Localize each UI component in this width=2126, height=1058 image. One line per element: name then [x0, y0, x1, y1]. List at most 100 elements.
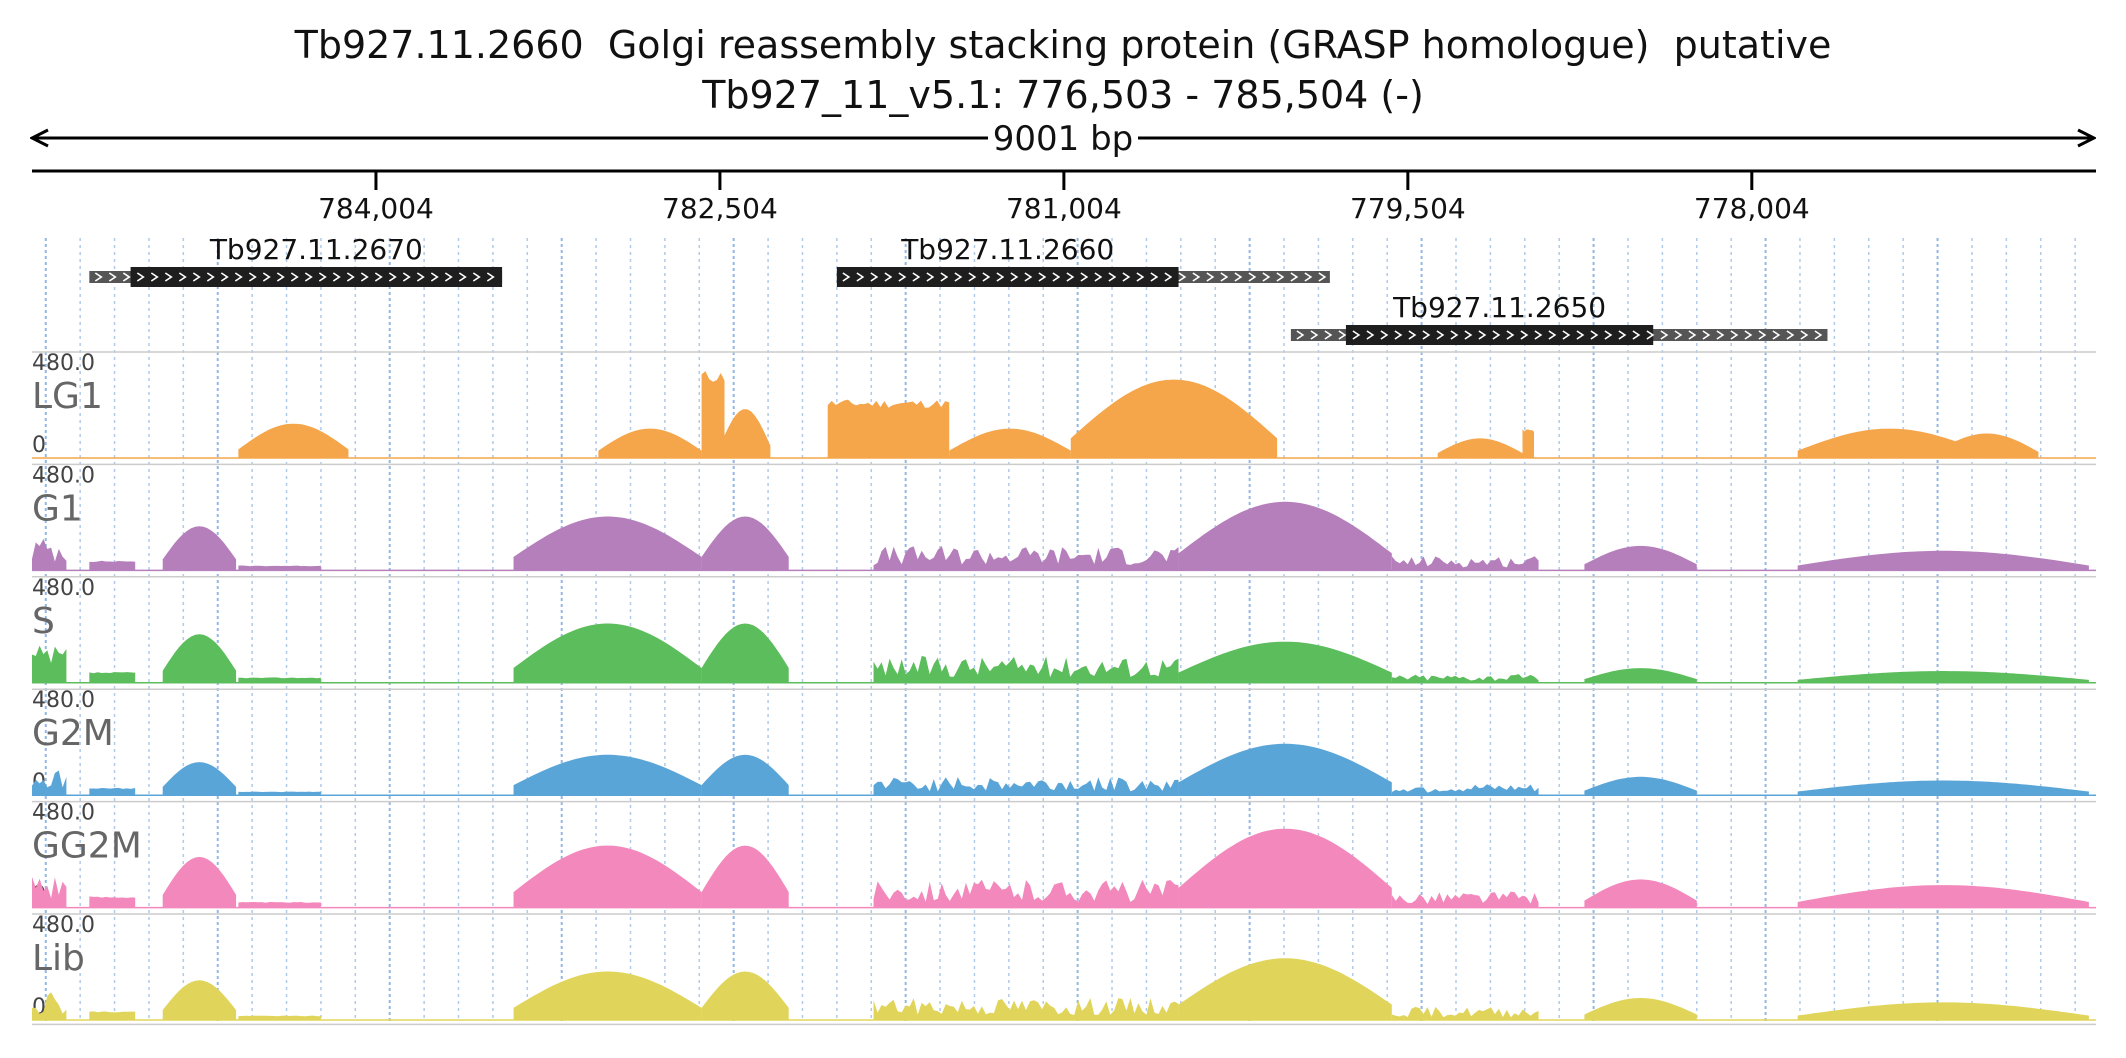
strand-chevron: [1422, 330, 1431, 340]
strand-chevron: [884, 272, 893, 282]
strand-chevron: [1506, 330, 1515, 340]
coverage-area: [89, 896, 136, 908]
strand-chevron: [1038, 272, 1047, 282]
strand-chevron: [898, 272, 907, 282]
gene-Tb927.11.2660[interactable]: Tb927.11.2660: [836, 233, 1330, 287]
strand-chevron: [1408, 330, 1417, 340]
locus-label: Tb927_11_v5.1: 776,503 - 785,504 (-): [702, 73, 1424, 117]
coverage-area: [1391, 784, 1539, 796]
track-name: GG2M: [32, 826, 142, 867]
strand-chevron: [290, 272, 299, 282]
strand-chevron: [856, 272, 865, 282]
strand-chevron: [1772, 330, 1781, 340]
strand-chevron: [1192, 272, 1201, 282]
strand-chevron: [206, 272, 215, 282]
strand-chevron: [458, 272, 467, 282]
coverage-area: [32, 645, 67, 683]
strand-chevron: [164, 272, 173, 282]
coverage-area: [162, 526, 237, 571]
strand-chevron: [1024, 272, 1033, 282]
coverage-area: [89, 787, 136, 796]
coverage-area: [32, 770, 67, 796]
strand-chevron: [1702, 330, 1711, 340]
coverage-area: [701, 754, 789, 796]
coverage-area: [238, 677, 321, 683]
strand-chevron: [150, 272, 159, 282]
strand-chevron: [346, 272, 355, 282]
strand-chevron: [1394, 330, 1403, 340]
strand-chevron: [1352, 330, 1361, 340]
tick-label: 782,504: [662, 192, 778, 225]
strand-chevron: [1744, 330, 1753, 340]
strand-chevron: [1324, 330, 1333, 340]
coverage-area: [1797, 1002, 2089, 1020]
track-max-label: 480.0: [32, 688, 95, 713]
coverage-area: [873, 777, 1179, 796]
strand-chevron: [332, 272, 341, 282]
strand-chevron: [1052, 272, 1061, 282]
strand-chevron: [1178, 272, 1187, 282]
coverage-area: [162, 856, 237, 908]
coverage-area: [1584, 668, 1697, 683]
strand-chevron: [486, 272, 495, 282]
strand-chevron: [1716, 330, 1725, 340]
strand-chevron: [178, 272, 187, 282]
tick-label: 781,004: [1006, 192, 1122, 225]
strand-chevron: [1094, 272, 1103, 282]
coverage-area: [719, 409, 771, 458]
coverage-area: [1584, 998, 1697, 1020]
strand-chevron: [1632, 330, 1641, 340]
coverage-area: [701, 623, 789, 683]
coverage-area: [598, 428, 702, 458]
strand-chevron: [1730, 330, 1739, 340]
track-name: Lib: [32, 938, 85, 979]
strand-chevron: [1436, 330, 1445, 340]
coverage-area: [873, 879, 1179, 908]
coverage-area: [1437, 438, 1523, 458]
coverage-area: [1797, 550, 2089, 571]
gene-Tb927.11.2670[interactable]: Tb927.11.2670: [89, 233, 503, 287]
gene-cds: [130, 267, 503, 287]
strand-chevron: [1478, 330, 1487, 340]
strand-chevron: [1318, 272, 1327, 282]
strand-chevron: [1814, 330, 1823, 340]
strand-chevron: [1520, 330, 1529, 340]
coverage-area: [89, 560, 136, 571]
track-min-label: 0: [32, 433, 46, 458]
strand-chevron: [472, 272, 481, 282]
strand-chevron: [1296, 330, 1305, 340]
strand-chevron: [1674, 330, 1683, 340]
strand-chevron: [108, 272, 117, 282]
strand-chevron: [220, 272, 229, 282]
strand-chevron: [1066, 272, 1075, 282]
track-max-label: 480.0: [32, 351, 95, 376]
gene-label: Tb927.11.2670: [209, 233, 423, 266]
gene-track: Tb927.11.2670 Tb927.11.2660 Tb927.11.2650: [89, 233, 1828, 345]
coverage-area: [1935, 433, 2039, 458]
coverage-area: [1584, 545, 1697, 571]
strand-chevron: [1366, 330, 1375, 340]
strand-chevron: [444, 272, 453, 282]
strand-chevron: [94, 272, 103, 282]
strand-chevron: [1122, 272, 1131, 282]
strand-chevron: [1646, 330, 1655, 340]
track-GG2M: 480.0GG2M0: [32, 801, 2096, 909]
strand-chevron: [940, 272, 949, 282]
coverage-area: [32, 876, 67, 908]
strand-chevron: [388, 272, 397, 282]
strand-chevron: [926, 272, 935, 282]
gene-Tb927.11.2650[interactable]: Tb927.11.2650: [1290, 291, 1828, 345]
strand-chevron: [1304, 272, 1313, 282]
coverage-area: [513, 845, 702, 908]
coverage-area: [238, 423, 349, 458]
coverage-area: [513, 971, 702, 1020]
coverage-area: [1584, 879, 1697, 908]
coverage-area: [1797, 780, 2089, 796]
strand-chevron: [262, 272, 271, 282]
strand-chevron: [1758, 330, 1767, 340]
coverage-area: [513, 623, 702, 683]
strand-chevron: [1276, 272, 1285, 282]
strand-chevron: [996, 272, 1005, 282]
strand-chevron: [1150, 272, 1159, 282]
